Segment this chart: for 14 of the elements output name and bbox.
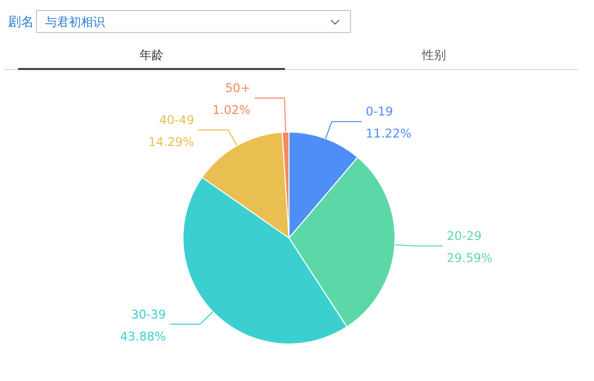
slice-label: 0-19	[366, 104, 394, 119]
data-label: 43.88%	[120, 329, 166, 344]
slice-label: 40-49	[159, 112, 194, 127]
text: 年龄	[138, 47, 164, 64]
data-label: 29.59%	[446, 250, 493, 265]
text: 性别	[420, 47, 447, 64]
data-label: 1.02%	[212, 103, 251, 118]
dropdown-field: 与君初相识	[36, 10, 351, 33]
data-label: 14.29%	[148, 134, 194, 149]
slice-label: 30-39	[131, 307, 166, 322]
text: 剧名	[8, 14, 34, 31]
slice-label: 50+	[225, 81, 251, 96]
slice-label: 20-29	[446, 228, 482, 243]
data-label: 11.22%	[366, 126, 412, 141]
